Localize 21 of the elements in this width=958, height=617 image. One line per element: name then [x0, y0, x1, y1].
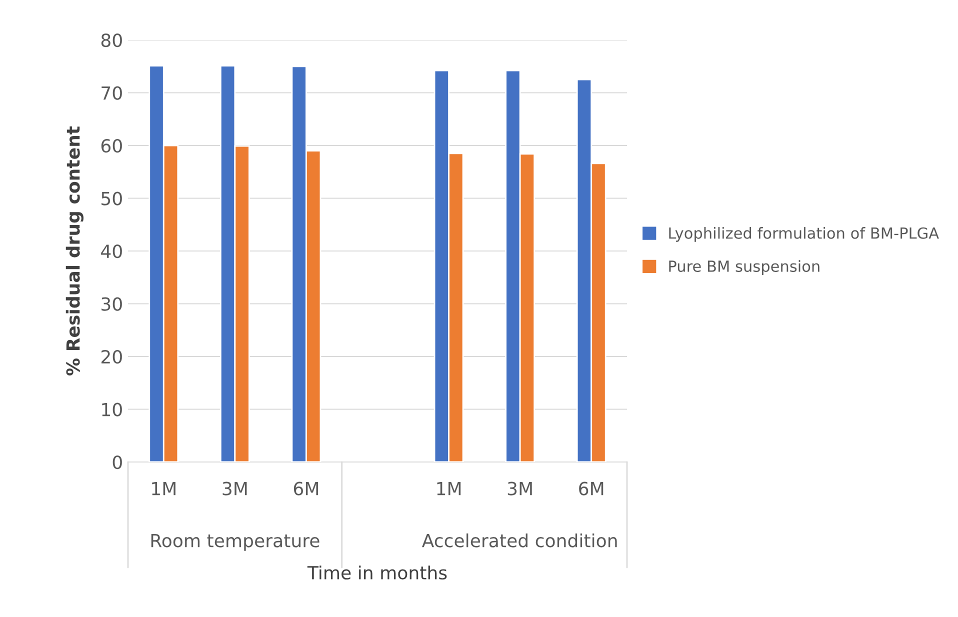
y-tick-label: 60	[101, 138, 122, 153]
x-tick-label: 3M	[222, 482, 247, 496]
y-tick-label: 20	[101, 350, 122, 364]
text: Room temperature	[151, 534, 320, 551]
y-tick-label: 50	[102, 192, 122, 206]
y-tick-label: 80	[101, 33, 122, 48]
y-tick-label: 0	[112, 455, 122, 470]
y-axis-title: % Residual drug content	[66, 126, 84, 376]
legend-label: Pure BM suspension	[669, 260, 820, 275]
x-tick-label: 1M	[437, 482, 461, 496]
y-tick-label: 40	[101, 244, 122, 258]
legend-label: Lyophilized formulation of BM-PLGA	[669, 227, 939, 242]
x-tick-label: 1M	[152, 482, 176, 496]
y-tick-label: 30	[102, 297, 122, 311]
x-tick-label: 6M	[294, 482, 318, 496]
y-tick-label: 70	[102, 86, 122, 100]
text: Accelerated condition	[422, 533, 617, 548]
x-axis-title: Time in months	[307, 566, 447, 580]
x-tick-label: 6M	[579, 482, 604, 496]
y-tick-label: 10	[102, 402, 122, 416]
x-tick-label: 3M	[508, 482, 532, 496]
